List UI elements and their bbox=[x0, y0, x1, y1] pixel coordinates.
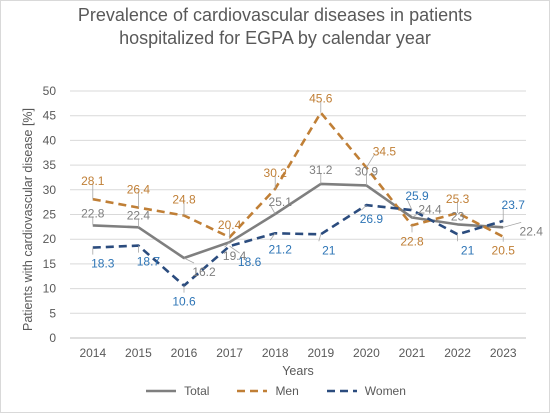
legend-swatch bbox=[146, 389, 177, 393]
x-tick-label: 2015 bbox=[125, 346, 152, 360]
data-label-total: 30.9 bbox=[355, 164, 379, 178]
legend-item-women: Women bbox=[325, 384, 406, 398]
y-axis-title: Patients with cardiovascular disease [%] bbox=[21, 108, 35, 331]
x-tick-label: 2018 bbox=[262, 346, 289, 360]
data-label-total: 31.2 bbox=[309, 163, 333, 177]
leader-line bbox=[269, 204, 276, 215]
x-tick-label: 2017 bbox=[216, 346, 243, 360]
x-axis-ticks: 2014 2015 2016 2017 2018 2019 2020 2021 2022 2023 bbox=[79, 346, 516, 360]
leader-line bbox=[411, 212, 421, 218]
leader-line bbox=[318, 234, 322, 242]
data-label-total: 23 bbox=[451, 209, 465, 223]
y-tick-label: 15 bbox=[43, 257, 57, 271]
series-line-total bbox=[92, 182, 504, 260]
leader-line bbox=[361, 204, 367, 211]
data-label-men: 26.4 bbox=[127, 183, 151, 197]
legend-swatch bbox=[326, 389, 357, 393]
legend: Total Men Women bbox=[0, 384, 550, 398]
data-label-women: 21.2 bbox=[269, 242, 293, 256]
data-label-total: 22.4 bbox=[127, 208, 151, 222]
x-tick-label: 2016 bbox=[171, 346, 198, 360]
data-label-total: 25.1 bbox=[269, 195, 293, 209]
data-label-total: 22.4 bbox=[520, 224, 544, 238]
leader-line bbox=[183, 257, 195, 264]
series-lines bbox=[92, 111, 504, 287]
data-labels: 22.8 22.4 16.2 19.4 25.1 31.2 30.9 24.4 23 22.4 28… bbox=[81, 92, 543, 309]
y-tick-label: 45 bbox=[43, 109, 57, 123]
legend-item-total: Total bbox=[144, 384, 209, 398]
legend-label: Total bbox=[184, 384, 210, 398]
data-label-men: 22.8 bbox=[400, 234, 424, 248]
leader-line bbox=[224, 241, 230, 248]
y-tick-label: 35 bbox=[43, 158, 57, 172]
y-tick-label: 30 bbox=[43, 183, 57, 197]
data-label-total: 24.4 bbox=[418, 202, 442, 216]
data-label-women: 21 bbox=[461, 243, 475, 257]
legend-item-men: Men bbox=[235, 384, 299, 398]
data-label-women: 21 bbox=[322, 243, 336, 257]
x-tick-label: 2014 bbox=[79, 346, 106, 360]
data-label-men: 25.3 bbox=[446, 192, 470, 206]
series-line-men bbox=[92, 111, 504, 239]
x-tick-label: 2023 bbox=[490, 346, 517, 360]
y-tick-label: 25 bbox=[43, 208, 57, 222]
data-label-total: 19.4 bbox=[223, 249, 247, 263]
legend-swatch bbox=[237, 389, 268, 393]
y-tick-label: 20 bbox=[43, 232, 57, 246]
x-tick-label: 2021 bbox=[399, 346, 426, 360]
y-tick-label: 50 bbox=[43, 84, 57, 98]
legend-label: Women bbox=[364, 384, 406, 398]
leader-line bbox=[503, 221, 522, 228]
y-tick-label: 5 bbox=[49, 306, 56, 320]
data-label-men: 28.1 bbox=[81, 174, 105, 188]
data-label-total: 22.8 bbox=[81, 206, 105, 220]
data-label-women: 10.6 bbox=[172, 295, 196, 309]
legend-label: Men bbox=[275, 384, 299, 398]
chart-title: Prevalence of cardiovascular diseases in… bbox=[0, 4, 550, 50]
data-label-women: 26.9 bbox=[360, 212, 384, 226]
y-tick-label: 40 bbox=[43, 133, 57, 147]
y-tick-label: 10 bbox=[43, 282, 57, 296]
data-label-men: 20.4 bbox=[218, 218, 242, 232]
x-tick-label: 2020 bbox=[353, 346, 380, 360]
data-label-men: 45.6 bbox=[309, 92, 333, 106]
data-label-men: 34.5 bbox=[373, 145, 397, 159]
data-label-men: 30.2 bbox=[264, 166, 288, 180]
data-label-women: 25.9 bbox=[405, 189, 429, 203]
chart-title-line-1: Prevalence of cardiovascular diseases in… bbox=[77, 5, 473, 25]
data-label-women: 18.3 bbox=[91, 257, 115, 271]
series-line-women bbox=[92, 203, 504, 287]
data-label-total: 16.2 bbox=[192, 265, 216, 279]
data-label-women: 18.6 bbox=[238, 255, 262, 269]
x-tick-label: 2022 bbox=[444, 346, 471, 360]
x-tick-label: 2019 bbox=[307, 346, 334, 360]
chart-title-line-2: hospitalized for EGPA by calendar year bbox=[119, 28, 431, 48]
y-axis-ticks: 0 5 10 15 20 25 30 35 40 45 50 bbox=[43, 84, 57, 345]
data-label-women: 23.7 bbox=[502, 198, 526, 212]
leader-line bbox=[406, 198, 413, 211]
leader-line bbox=[269, 233, 276, 241]
leader-line bbox=[366, 154, 375, 168]
y-tick-label: 0 bbox=[49, 331, 56, 345]
data-label-men: 24.8 bbox=[172, 192, 196, 206]
leader-line bbox=[229, 245, 240, 254]
data-label-men: 20.5 bbox=[492, 244, 516, 258]
data-label-women: 18.7 bbox=[137, 255, 161, 269]
x-axis-title: Years bbox=[282, 364, 314, 378]
